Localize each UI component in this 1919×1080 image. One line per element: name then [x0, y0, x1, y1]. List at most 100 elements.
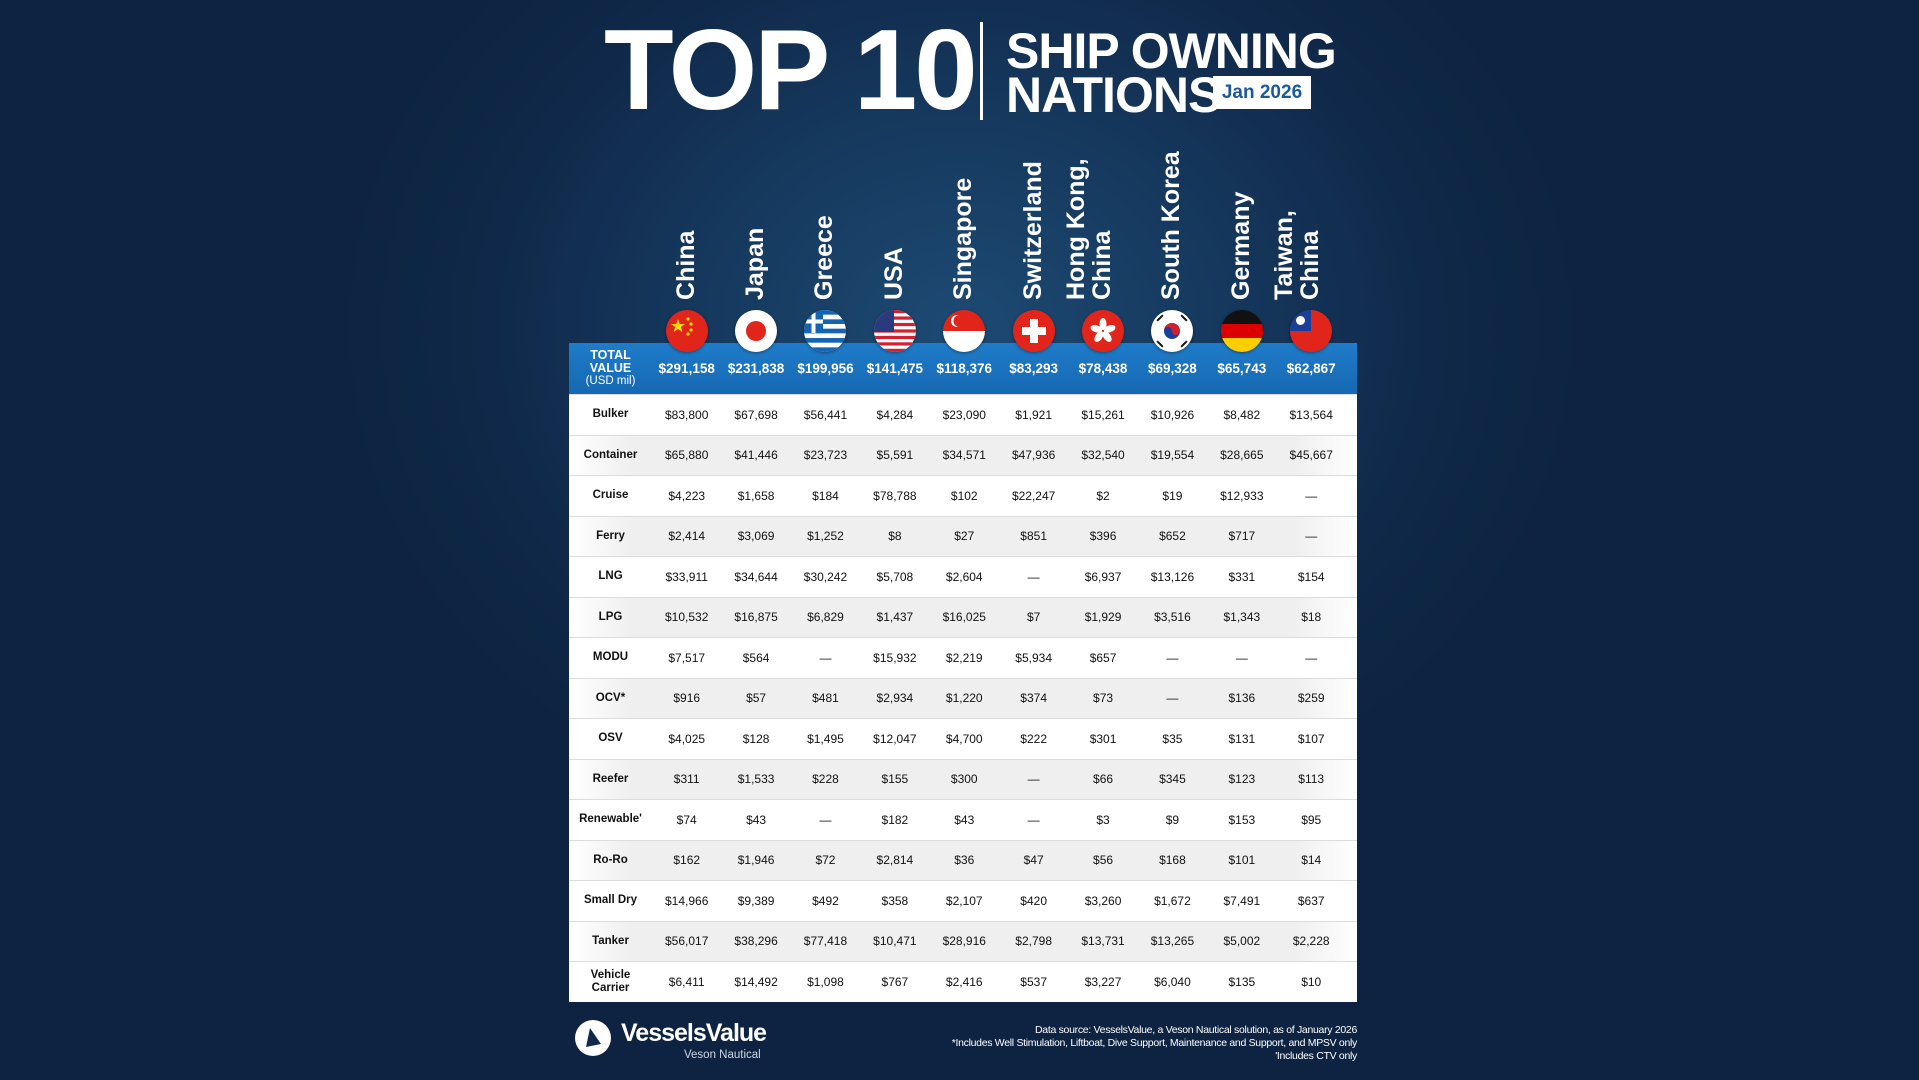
country-name: Taiwan, China — [1270, 210, 1325, 300]
value-cell: $2,934 — [876, 691, 914, 706]
value-cell: $47 — [1023, 853, 1044, 868]
south-korea-flag-icon — [1151, 310, 1194, 352]
value-cell: $228 — [812, 772, 839, 787]
brand-subtitle: Veson Nautical — [684, 1049, 761, 1061]
value-cell: — — [1235, 650, 1248, 665]
value-cell: $358 — [881, 893, 909, 908]
value-cell: $72 — [815, 853, 836, 868]
value-cell: $36 — [954, 853, 975, 868]
value-cell: $345 — [1159, 772, 1186, 787]
value-cell: $3,260 — [1084, 893, 1122, 908]
vessel-type-label: Reefer — [592, 772, 629, 785]
value-cell: $15,932 — [873, 650, 917, 665]
table-row: Tanker $56,017 $38,296 $77,418 $10,471 $28,91… — [569, 920, 1357, 961]
country-column-header: Japan — [721, 0, 790, 360]
value-cell: $154 — [1297, 569, 1325, 584]
value-cell: $4,223 — [668, 488, 706, 503]
value-cell: $717 — [1228, 529, 1256, 544]
table-row: OCV* $916 $57 $481 $2,934 $1,220 $374 $73 — $136 $… — [569, 677, 1357, 718]
data-source-note: Data source: VesselsValue, a Veson Nauti… — [1035, 1024, 1357, 1036]
switzerland-flag-icon — [1012, 310, 1055, 352]
value-cell: $5,934 — [1015, 650, 1052, 665]
value-cell: $1,533 — [737, 772, 775, 787]
country-column-header: Hong Kong, China — [1062, 0, 1137, 360]
value-cell: $2,414 — [668, 529, 706, 544]
vesselsvalue-logo-icon — [575, 1020, 611, 1056]
value-cell: $13,731 — [1081, 934, 1125, 949]
value-cell: $1,946 — [737, 853, 775, 868]
value-cell: $1,437 — [876, 610, 914, 625]
value-cell: $16,875 — [734, 610, 778, 625]
value-cell: $107 — [1297, 731, 1325, 746]
value-cell: $9 — [1165, 812, 1180, 827]
value-cell: $66 — [1093, 772, 1114, 787]
country-name: Singapore — [949, 177, 978, 300]
value-cell: $34,571 — [942, 448, 986, 463]
value-cell: $420 — [1020, 893, 1047, 908]
vessel-type-label: Vehicle Carrier — [590, 968, 631, 994]
value-cell: $851 — [1020, 529, 1047, 544]
value-cell: $2,814 — [876, 853, 914, 868]
value-cell: $5,002 — [1223, 934, 1261, 949]
value-cell: $8,482 — [1223, 407, 1261, 422]
renewable-footnote: 'Includes CTV only — [1275, 1050, 1357, 1062]
country-headers: China Japan Greece USA Singapore Switzerland H… — [652, 0, 1346, 360]
country-column-header: South Korea — [1138, 0, 1207, 360]
japan-flag-icon — [735, 310, 778, 352]
vessel-type-label: Bulker — [592, 408, 629, 421]
country-column-header: Taiwan, China — [1270, 0, 1346, 360]
value-cell: $311 — [673, 772, 700, 787]
usa-flag-icon — [873, 310, 916, 352]
country-column-header: Singapore — [930, 0, 999, 360]
value-cell: $1,495 — [807, 731, 844, 746]
vessel-type-label: Cruise — [592, 489, 629, 502]
table-row: Container $65,880 $41,446 $23,723 $5,591 $34,… — [569, 434, 1357, 475]
vessel-type-label: OCV* — [595, 691, 626, 704]
value-cell: $28,665 — [1220, 448, 1264, 463]
value-cell: $1,220 — [945, 691, 983, 706]
total-value: $78,438 — [1078, 361, 1128, 376]
value-cell: $22,247 — [1011, 488, 1056, 503]
value-cell: $18 — [1301, 610, 1322, 625]
value-cell: — — [1027, 772, 1040, 787]
value-cell: $6,937 — [1084, 569, 1122, 584]
value-cell: $23,090 — [942, 407, 986, 422]
value-cell: $1,929 — [1084, 610, 1122, 625]
value-cell: $14,492 — [734, 974, 778, 989]
country-name: Greece — [810, 215, 839, 300]
value-cell: $259 — [1297, 691, 1325, 706]
value-cell: $492 — [812, 893, 839, 908]
table-row: Reefer $311 $1,533 $228 $155 $300 — $66 $345 $123… — [569, 758, 1357, 799]
footnotes: Data source: VesselsValue, a Veson Nauti… — [952, 1024, 1358, 1063]
value-cell: $2,604 — [945, 569, 983, 584]
value-cell: $35 — [1162, 731, 1183, 746]
value-cell: $10 — [1301, 974, 1322, 989]
value-cell: $83,800 — [665, 407, 709, 422]
value-cell: $12,047 — [873, 731, 917, 746]
total-value: $291,158 — [658, 361, 715, 376]
country-name: South Korea — [1157, 151, 1186, 300]
value-cell: $3,227 — [1084, 974, 1122, 989]
table-row: Bulker $83,800 $67,698 $56,441 $4,284 $23,090… — [569, 394, 1357, 435]
greece-flag-icon — [804, 310, 847, 352]
value-cell: $38,296 — [734, 934, 778, 949]
value-cell: $34,644 — [734, 569, 778, 584]
value-cell: $57 — [746, 691, 767, 706]
vessel-type-label: Renewable' — [579, 813, 642, 826]
value-cell: $3,516 — [1154, 610, 1191, 625]
country-column-header: China — [652, 0, 721, 360]
value-cell: $481 — [812, 691, 839, 706]
value-cell: $767 — [881, 974, 909, 989]
value-cell: $28,916 — [942, 934, 986, 949]
taiwan-flag-icon — [1290, 310, 1333, 352]
value-cell: $2,416 — [945, 974, 983, 989]
value-cell: — — [1305, 488, 1318, 503]
value-cell: — — [1166, 650, 1179, 665]
value-cell: — — [819, 812, 832, 827]
value-cell: $168 — [1159, 853, 1186, 868]
value-cell: $4,284 — [876, 407, 914, 422]
country-column-header: USA — [860, 0, 929, 360]
value-cell: $43 — [954, 812, 975, 827]
value-cell: $637 — [1297, 893, 1325, 908]
value-cell: $45,667 — [1289, 448, 1333, 463]
